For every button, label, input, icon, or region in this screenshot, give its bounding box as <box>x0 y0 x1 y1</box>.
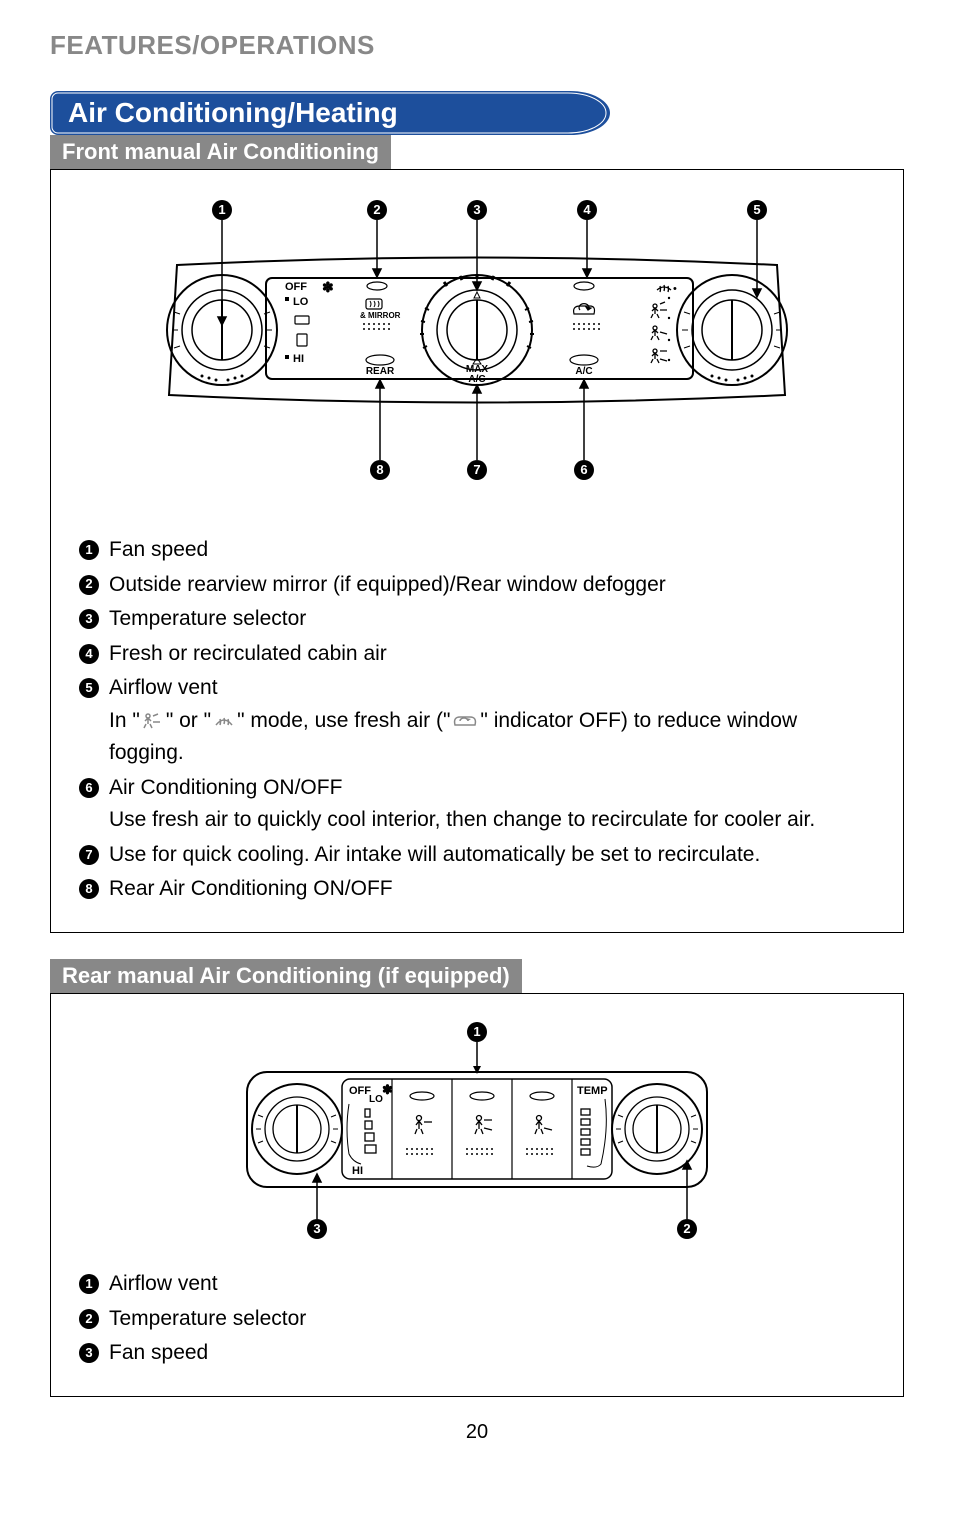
legend-text: Fan speed <box>109 1337 875 1370</box>
front-legend: 1 Fan speed 2 Outside rearview mirror (i… <box>79 534 875 906</box>
legend-item: 1 Airflow vent <box>79 1268 875 1301</box>
front-content-box: 1 2 3 4 5 <box>50 169 904 933</box>
svg-text:LO: LO <box>369 1094 383 1105</box>
legend-text: Airflow vent In "" or "" mode, use fresh… <box>109 672 875 770</box>
rear-diagram: 1 <box>79 1014 875 1244</box>
section-title: Air Conditioning/Heating <box>50 91 904 135</box>
svg-text:HI: HI <box>293 353 304 365</box>
legend-text: Air Conditioning ON/OFF Use fresh air to… <box>109 772 875 837</box>
legend-item: 1 Fan speed <box>79 534 875 567</box>
legend-text: Fan speed <box>109 534 875 567</box>
svg-text:7: 7 <box>473 462 480 477</box>
front-sub-title: Front manual Air Conditioning <box>50 135 391 169</box>
legend-num-3: 3 <box>79 1343 99 1363</box>
svg-text:3: 3 <box>473 202 480 217</box>
legend-item: 3 Temperature selector <box>79 603 875 636</box>
section-title-text: Air Conditioning/Heating <box>50 91 610 135</box>
legend-text: Outside rearview mirror (if equipped)/Re… <box>109 569 875 602</box>
legend-text: Use for quick cooling. Air intake will a… <box>109 839 875 872</box>
legend-item: 5 Airflow vent In "" or "" mode, use fre… <box>79 672 875 770</box>
legend-num-5: 5 <box>79 678 99 698</box>
svg-text:TEMP: TEMP <box>577 1085 608 1097</box>
svg-text:A/C: A/C <box>575 366 592 377</box>
svg-text:5: 5 <box>753 202 760 217</box>
front-diagram: 1 2 3 4 5 <box>79 190 875 510</box>
legend-text: Temperature selector <box>109 1303 875 1336</box>
legend-num-7: 7 <box>79 845 99 865</box>
page-header: FEATURES/OPERATIONS <box>50 30 904 61</box>
legend-text: Temperature selector <box>109 603 875 636</box>
legend-item: 4 Fresh or recirculated cabin air <box>79 638 875 671</box>
svg-text:HI: HI <box>352 1165 363 1177</box>
svg-text:REAR: REAR <box>366 366 395 377</box>
legend-item: 6 Air Conditioning ON/OFF Use fresh air … <box>79 772 875 837</box>
legend-num-6: 6 <box>79 778 99 798</box>
svg-text:& MIRROR: & MIRROR <box>360 311 401 320</box>
svg-text:6: 6 <box>580 462 587 477</box>
rear-content-box: 1 <box>50 993 904 1397</box>
rear-sub-title: Rear manual Air Conditioning (if equippe… <box>50 959 522 993</box>
legend-item: 3 Fan speed <box>79 1337 875 1370</box>
legend-text: Fresh or recirculated cabin air <box>109 638 875 671</box>
rear-legend: 1 Airflow vent 2 Temperature selector 3 … <box>79 1268 875 1370</box>
legend-item: 2 Temperature selector <box>79 1303 875 1336</box>
svg-text:✽: ✽ <box>382 1082 393 1097</box>
svg-text:•: • <box>673 283 677 295</box>
legend-num-4: 4 <box>79 644 99 664</box>
legend-item: 8 Rear Air Conditioning ON/OFF <box>79 873 875 906</box>
legend-num-3: 3 <box>79 609 99 629</box>
svg-text:2: 2 <box>683 1221 690 1236</box>
svg-text:OFF: OFF <box>285 281 307 293</box>
legend-text: Airflow vent <box>109 1268 875 1301</box>
svg-text:OFF: OFF <box>349 1085 371 1097</box>
svg-text:LO: LO <box>293 296 309 308</box>
svg-text:3: 3 <box>313 1221 320 1236</box>
legend-num-1: 1 <box>79 1274 99 1294</box>
legend-item: 2 Outside rearview mirror (if equipped)/… <box>79 569 875 602</box>
svg-text:1: 1 <box>473 1024 480 1039</box>
legend-num-2: 2 <box>79 575 99 595</box>
svg-text:1: 1 <box>218 202 225 217</box>
legend-num-1: 1 <box>79 540 99 560</box>
svg-text:8: 8 <box>376 462 383 477</box>
legend-text: Rear Air Conditioning ON/OFF <box>109 873 875 906</box>
legend-item: 7 Use for quick cooling. Air intake will… <box>79 839 875 872</box>
svg-text:2: 2 <box>373 202 380 217</box>
svg-text:✽: ✽ <box>322 279 334 295</box>
legend-num-2: 2 <box>79 1309 99 1329</box>
page-number: 20 <box>50 1421 904 1444</box>
legend-num-8: 8 <box>79 879 99 899</box>
svg-text:4: 4 <box>583 202 591 217</box>
